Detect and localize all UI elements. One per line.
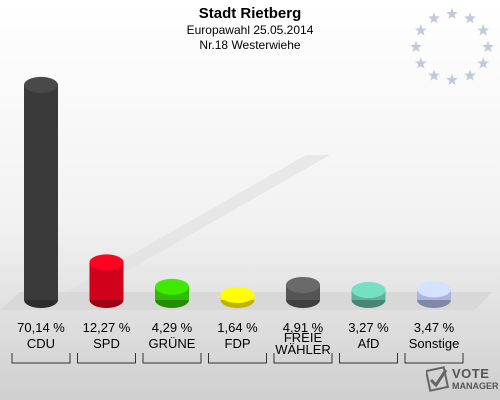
category-bracket xyxy=(208,353,267,364)
bar-freie-wähler xyxy=(286,276,320,308)
ballot-check-icon xyxy=(426,366,450,392)
category-label: GRÜNE xyxy=(149,336,196,351)
value-label: 3,27 % xyxy=(348,320,389,335)
category-label: Sonstige xyxy=(409,336,460,351)
value-label: 12,27 % xyxy=(83,320,131,335)
category-bracket xyxy=(404,353,464,364)
chart-title: Stadt Rietberg xyxy=(198,5,302,22)
bar-fdp xyxy=(220,286,255,308)
district-label: Nr.18 Westerwiehe xyxy=(199,38,301,52)
eu-stars-icon xyxy=(410,7,494,85)
category-label: FREIE WÄHLER xyxy=(275,330,331,357)
category-label: CDU xyxy=(27,336,55,351)
category-bracket xyxy=(77,353,136,364)
category-bracket xyxy=(339,353,398,364)
category-label: SPD xyxy=(93,336,120,351)
category-label: AfD xyxy=(358,336,380,351)
category-bracket xyxy=(273,353,333,364)
decorative-slash xyxy=(66,155,330,292)
value-label: 4,29 % xyxy=(152,320,193,335)
logo-text-vote: VOTE xyxy=(452,366,490,381)
votemanager-logo: VOTE MANAGER xyxy=(424,364,499,394)
bar-cdu xyxy=(24,76,58,308)
bar-sonstige xyxy=(417,281,451,308)
bar-afd xyxy=(351,281,386,308)
category-label: FDP xyxy=(225,336,251,351)
category-bracket xyxy=(142,353,202,364)
value-label: 1,64 % xyxy=(217,320,258,335)
bar-grüne xyxy=(155,278,189,308)
value-label: 70,14 % xyxy=(17,320,65,335)
bar-spd xyxy=(89,254,124,308)
category-bracket xyxy=(11,353,71,364)
chart-subtitle: Europawahl 25.05.2014 xyxy=(186,23,314,37)
value-label: 4,91 % xyxy=(283,320,324,335)
logo-text-manager: MANAGER xyxy=(452,381,499,391)
value-label: 3,47 % xyxy=(414,320,455,335)
